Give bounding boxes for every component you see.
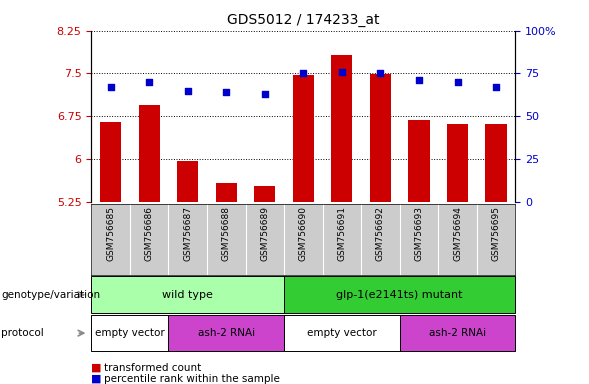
Text: ■: ■ <box>91 363 102 373</box>
Text: GSM756685: GSM756685 <box>106 206 115 261</box>
Text: transformed count: transformed count <box>104 363 201 373</box>
Point <box>260 91 270 97</box>
Bar <box>408 120 429 202</box>
Text: GSM756695: GSM756695 <box>492 206 501 261</box>
Point <box>221 89 231 95</box>
Text: genotype/variation: genotype/variation <box>1 290 100 300</box>
Text: wild type: wild type <box>162 290 213 300</box>
Text: GSM756691: GSM756691 <box>337 206 346 261</box>
Point <box>414 77 423 83</box>
Bar <box>284 276 515 313</box>
Point <box>376 70 385 76</box>
Point <box>453 79 462 85</box>
Text: ■: ■ <box>91 374 102 384</box>
Bar <box>138 105 160 202</box>
Text: glp-1(e2141ts) mutant: glp-1(e2141ts) mutant <box>336 290 463 300</box>
Bar <box>100 122 121 202</box>
Bar <box>370 74 391 202</box>
Text: empty vector: empty vector <box>307 328 377 338</box>
Text: ash-2 RNAi: ash-2 RNAi <box>198 328 255 338</box>
Bar <box>485 124 507 202</box>
Bar <box>293 74 314 202</box>
Bar <box>168 315 284 351</box>
Bar <box>177 161 198 202</box>
Text: ash-2 RNAi: ash-2 RNAi <box>429 328 486 338</box>
Point <box>491 84 501 90</box>
Bar <box>254 186 276 202</box>
Text: GSM756688: GSM756688 <box>221 206 231 261</box>
Point <box>144 79 154 85</box>
Text: GSM756694: GSM756694 <box>453 206 462 260</box>
Text: percentile rank within the sample: percentile rank within the sample <box>104 374 280 384</box>
Bar <box>216 183 237 202</box>
Bar <box>447 124 468 202</box>
Bar <box>331 55 352 202</box>
Text: empty vector: empty vector <box>95 328 165 338</box>
Title: GDS5012 / 174233_at: GDS5012 / 174233_at <box>227 13 379 27</box>
Text: GSM756686: GSM756686 <box>145 206 154 261</box>
Bar <box>400 315 515 351</box>
Text: GSM756692: GSM756692 <box>376 206 385 260</box>
Point <box>183 88 193 94</box>
Text: GSM756689: GSM756689 <box>260 206 269 261</box>
Bar <box>91 276 284 313</box>
Bar <box>91 315 168 351</box>
Text: protocol: protocol <box>1 328 44 338</box>
Text: GSM756687: GSM756687 <box>183 206 192 261</box>
Point <box>299 70 308 76</box>
Point <box>337 69 346 75</box>
Text: GSM756690: GSM756690 <box>299 206 308 261</box>
Bar <box>284 315 400 351</box>
Text: GSM756693: GSM756693 <box>415 206 423 261</box>
Point <box>106 84 115 90</box>
